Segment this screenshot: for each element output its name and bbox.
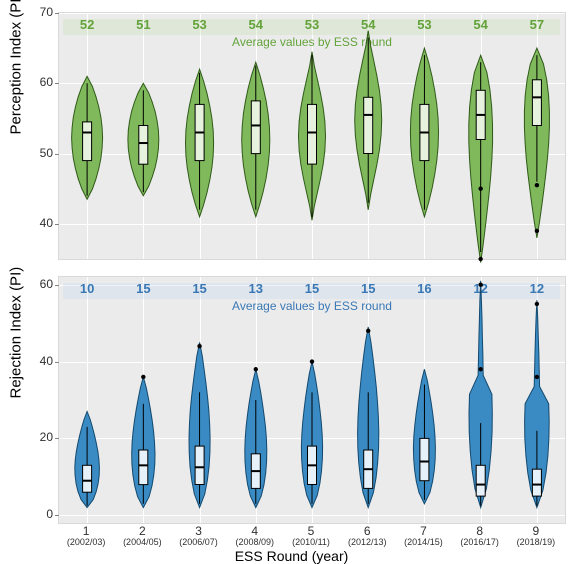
box: [364, 97, 373, 153]
figure: Perception Index (PI) Rejection Index (P…: [0, 0, 583, 560]
outlier: [478, 187, 482, 191]
box: [83, 465, 92, 492]
outlier: [366, 329, 370, 333]
outlier: [478, 367, 482, 371]
box: [139, 450, 148, 485]
ytick-label: 70: [29, 5, 53, 19]
xtick-number: 3: [195, 524, 202, 538]
outlier: [535, 375, 539, 379]
xtick-number: 5: [308, 524, 315, 538]
xtick-number: 9: [533, 524, 540, 538]
ytick-label: 40: [29, 216, 53, 230]
xtick-year: (2006/07): [179, 537, 218, 547]
xtick-year: (2008/09): [236, 537, 275, 547]
box: [195, 446, 204, 484]
xtick-number: 4: [251, 524, 258, 538]
outlier: [310, 359, 314, 363]
xtick-year: (2014/15): [404, 537, 443, 547]
ytick-label: 40: [29, 354, 53, 368]
xtick-number: 2: [139, 524, 146, 538]
yaxis-label-bottom: Rejection Index (PI): [8, 379, 25, 399]
xtick-year: (2018/19): [517, 537, 556, 547]
xtick-year: (2004/05): [123, 537, 162, 547]
outlier: [197, 344, 201, 348]
panel-perception: 525153545354535457Average values by ESS …: [58, 12, 566, 260]
ytick-label: 0: [29, 507, 53, 521]
outlier: [254, 367, 258, 371]
box: [420, 438, 429, 480]
xtick-year: (2002/03): [67, 537, 106, 547]
xtick-number: 6: [364, 524, 371, 538]
box: [139, 126, 148, 165]
yaxis-label-top: Perception Index (PI): [8, 115, 25, 135]
outlier: [535, 302, 539, 306]
ytick-label: 60: [29, 75, 53, 89]
ytick-label: 60: [29, 277, 53, 291]
xtick-number: 8: [476, 524, 483, 538]
ytick-label: 20: [29, 430, 53, 444]
outlier: [478, 282, 482, 286]
xtick-number: 7: [420, 524, 427, 538]
box: [532, 469, 541, 496]
xtick-year: (2016/17): [460, 537, 499, 547]
box: [476, 465, 485, 496]
box: [532, 80, 541, 126]
xtick-year: (2010/11): [292, 537, 330, 547]
outlier: [478, 257, 482, 261]
xtick-year: (2012/13): [348, 537, 387, 547]
outlier: [535, 229, 539, 233]
xaxis-title: ESS Round (year): [0, 548, 583, 564]
box: [83, 122, 92, 161]
panel-rejection: 101515131515161212Average values by ESS …: [58, 276, 566, 524]
outlier: [141, 375, 145, 379]
box: [251, 101, 260, 154]
box: [308, 104, 317, 164]
outlier: [535, 183, 539, 187]
xtick-number: 1: [83, 524, 90, 538]
ytick-label: 50: [29, 146, 53, 160]
